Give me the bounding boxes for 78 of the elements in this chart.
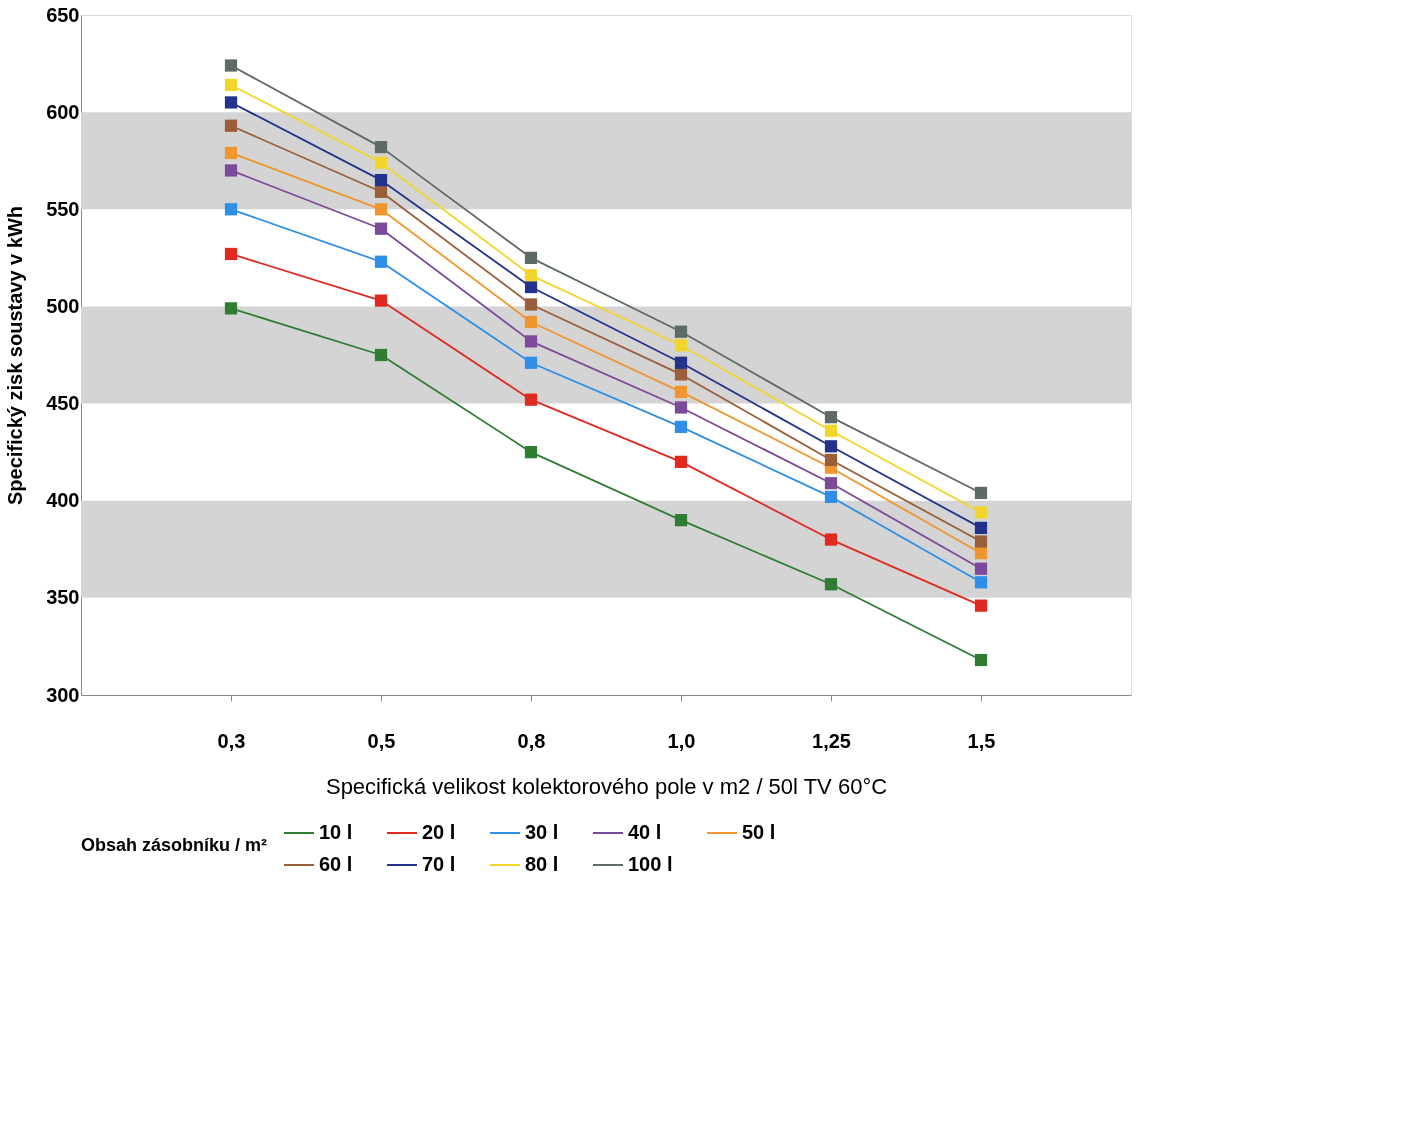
point — [224, 78, 238, 92]
legend-label: 30 l — [525, 821, 559, 843]
point — [224, 302, 238, 315]
y-tick-label: 300 — [46, 683, 80, 706]
point — [524, 446, 538, 459]
x-tick-label: 0,8 — [517, 729, 546, 752]
point — [224, 247, 238, 261]
point — [674, 401, 688, 414]
point — [824, 533, 838, 546]
y-tick-label: 650 — [46, 3, 80, 26]
point — [224, 96, 238, 109]
point — [824, 411, 838, 424]
y-tick-label: 600 — [46, 100, 80, 123]
point — [224, 203, 238, 216]
point — [224, 119, 238, 132]
point — [674, 368, 688, 381]
point — [824, 424, 838, 437]
point — [224, 164, 238, 177]
point — [374, 174, 388, 187]
point — [974, 506, 988, 519]
point — [974, 576, 988, 589]
legend-label: 10 l — [319, 821, 353, 843]
point — [974, 535, 988, 548]
y-tick-label: 550 — [46, 197, 80, 220]
legend-label: 100 l — [628, 853, 673, 875]
point — [224, 146, 238, 160]
point — [974, 521, 988, 535]
x-tick-label: 1,0 — [667, 729, 696, 752]
y-tick-label: 400 — [46, 489, 80, 512]
x-tick-label: 1,5 — [967, 729, 996, 752]
point — [374, 203, 388, 216]
point — [524, 269, 538, 282]
point — [674, 356, 688, 369]
point — [824, 490, 838, 503]
legend-label: 20 l — [422, 821, 456, 843]
legend-label: 50 l — [742, 821, 776, 843]
legend-title: Obsah zásobníku / m² — [81, 835, 268, 855]
point — [674, 385, 688, 399]
point — [674, 455, 688, 468]
x-tick-label: 1,25 — [812, 729, 851, 752]
point — [974, 599, 988, 612]
point — [524, 298, 538, 311]
point — [524, 356, 538, 369]
point — [374, 294, 388, 307]
y-tick-label: 450 — [46, 392, 80, 415]
legend-label: 80 l — [525, 853, 559, 875]
point — [224, 59, 238, 72]
y-axis-title: Specifický zisk soustavy v kWh — [4, 205, 27, 506]
point — [524, 393, 538, 406]
legend-label: 60 l — [319, 853, 353, 875]
x-tick-label: 0,3 — [217, 729, 246, 752]
point — [374, 348, 388, 362]
point — [674, 339, 688, 352]
y-tick-label: 500 — [46, 294, 80, 317]
point — [824, 477, 838, 490]
point — [674, 325, 688, 338]
point — [524, 335, 538, 348]
point — [674, 420, 688, 434]
point — [824, 440, 838, 453]
point — [974, 486, 988, 500]
legend-label: 70 l — [422, 853, 456, 875]
y-tick-label: 350 — [46, 586, 80, 609]
point — [374, 140, 388, 154]
point — [524, 251, 538, 264]
point — [824, 453, 838, 467]
point — [374, 156, 388, 169]
point — [974, 562, 988, 575]
point — [974, 653, 988, 667]
point — [824, 578, 838, 591]
point — [374, 185, 388, 198]
x-axis-title: Specifická velikost kolektorového pole v m2 / 50l TV 60°C — [325, 773, 888, 799]
point — [674, 514, 688, 527]
point — [374, 255, 388, 268]
point — [524, 315, 538, 329]
point — [374, 222, 388, 235]
x-tick-label: 0,5 — [367, 729, 396, 752]
point — [524, 280, 538, 294]
legend-label: 40 l — [628, 821, 662, 843]
